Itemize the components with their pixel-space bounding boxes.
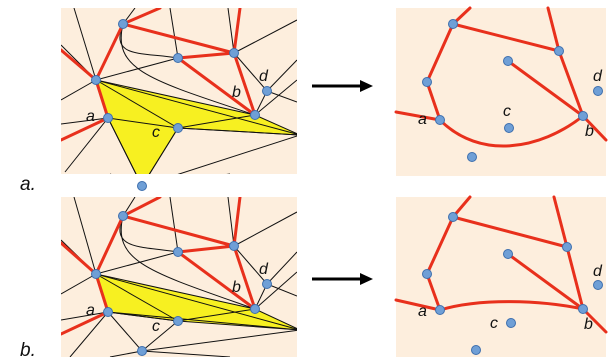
label-b: b — [584, 316, 593, 333]
node-d — [262, 279, 272, 289]
arrow-b — [312, 273, 373, 285]
points-a-left — [91, 19, 272, 191]
label-d: d — [593, 263, 603, 280]
node — [118, 211, 128, 221]
label-b: b — [585, 123, 594, 140]
row-b-right-panel: a b c d — [394, 195, 608, 357]
node-a — [103, 307, 113, 317]
triangulation-b — [61, 197, 297, 357]
node — [173, 53, 183, 63]
label-c: c — [490, 315, 498, 332]
node-c — [173, 123, 183, 133]
node-d — [593, 280, 603, 290]
node-a — [435, 305, 445, 315]
node — [503, 56, 513, 66]
node — [467, 152, 477, 162]
node — [91, 269, 101, 279]
label-a: a — [86, 108, 95, 125]
node — [562, 242, 572, 252]
label-a: a — [418, 111, 427, 128]
label-a: a — [418, 303, 427, 320]
node — [554, 46, 564, 56]
node — [137, 346, 147, 356]
node — [137, 181, 147, 191]
node-d — [593, 86, 603, 96]
row-b: b. — [20, 195, 608, 361]
node — [448, 212, 458, 222]
arrow-a — [312, 80, 373, 92]
node-c — [506, 318, 516, 328]
row-label-b: b. — [20, 340, 36, 361]
node — [448, 19, 458, 29]
label-c: c — [152, 318, 160, 335]
node — [422, 77, 432, 87]
node-b — [250, 304, 260, 314]
node-b — [250, 110, 260, 120]
points-b-left — [91, 211, 272, 356]
label-d: d — [259, 68, 269, 85]
node — [503, 249, 513, 259]
node — [91, 75, 101, 85]
node — [471, 345, 481, 355]
label-c: c — [503, 103, 511, 120]
row-a-left-panel: a b c d — [61, 8, 297, 191]
label-c: c — [152, 124, 160, 141]
node — [173, 247, 183, 257]
label-d: d — [259, 261, 269, 278]
points-a-right — [422, 19, 603, 162]
node — [229, 241, 239, 251]
row-label-a: a. — [20, 174, 36, 195]
node-d — [262, 86, 272, 96]
label-d: d — [593, 68, 603, 85]
points-b-right — [422, 212, 603, 355]
label-b: b — [232, 84, 241, 101]
node — [229, 48, 239, 58]
node-b — [578, 111, 588, 121]
panel-background — [61, 8, 297, 174]
row-b-left-panel: a b c d — [61, 197, 297, 357]
row-a-right-panel: a b c d — [394, 6, 608, 176]
node-c — [173, 316, 183, 326]
label-a: a — [86, 302, 95, 319]
node-a — [435, 115, 445, 125]
row-a: a. — [20, 6, 608, 195]
node — [422, 269, 432, 279]
node-c — [504, 123, 514, 133]
node — [118, 19, 128, 29]
node-a — [103, 113, 113, 123]
node-b — [578, 304, 588, 314]
label-b: b — [232, 279, 241, 296]
triangulation-a — [61, 8, 297, 174]
